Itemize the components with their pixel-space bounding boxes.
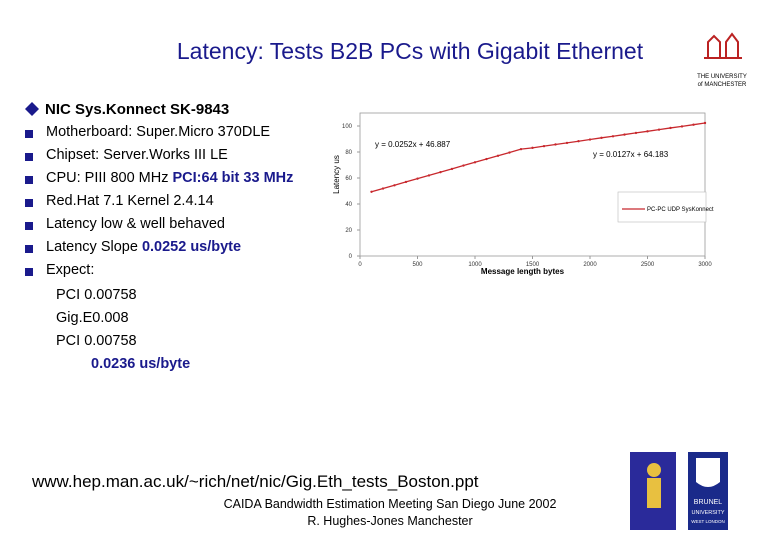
annotation: y = 0.0127x + 64.183 — [593, 150, 669, 159]
bullet-text: Motherboard: Super.Micro 370DLE — [46, 124, 271, 140]
bullet: Latency Slope 0.0252 us/byte — [46, 239, 241, 255]
data-point — [680, 125, 684, 128]
expect-line: PCI 0.00758 — [56, 333, 137, 349]
bullet-marker — [25, 245, 33, 253]
data-point — [473, 161, 477, 164]
bullet: CPU: PIII 800 MHz PCI:64 bit 33 MHz — [46, 170, 293, 186]
bullet-marker — [25, 268, 33, 276]
bullet-text: Chipset: Server.Works III LE — [46, 147, 228, 163]
crest — [704, 32, 742, 59]
logo-text: UNIVERSITY — [691, 510, 724, 516]
bullet: Latency low & well behaved — [46, 216, 225, 232]
y-tick-label: 20 — [345, 228, 352, 234]
heading: NIC Sys.Konnect SK-9843 — [45, 101, 230, 118]
data-point — [485, 157, 488, 161]
footer-line: CAIDA Bandwidth Estimation Meeting San D… — [223, 497, 557, 511]
x-tick-label: 3000 — [698, 262, 712, 268]
data-point — [370, 190, 373, 193]
logo-text: of MANCHESTER — [698, 82, 747, 88]
data-point — [657, 128, 661, 131]
bullet-marker — [25, 199, 33, 207]
bullet: Motherboard: Super.Micro 370DLE — [46, 124, 270, 140]
bullet-marker — [25, 176, 33, 184]
data-point — [703, 121, 707, 125]
x-tick-label: 500 — [412, 262, 423, 268]
data-point — [600, 136, 603, 140]
bullet-text: CPU: PIII 800 MHz — [46, 170, 173, 186]
plot-frame — [359, 112, 706, 257]
data-point — [565, 141, 569, 145]
bullet-text: Latency Slope — [46, 239, 142, 255]
data-point — [669, 126, 672, 130]
url: www.hep.man.ac.uk/~rich/net/nic/Gig.Eth_… — [32, 472, 479, 491]
y-tick-label: 80 — [345, 150, 352, 156]
data-line — [371, 122, 706, 193]
x-tick-label: 2000 — [583, 262, 597, 268]
data-point — [611, 135, 615, 138]
data-point — [462, 164, 465, 167]
brunel-logo: BRUNEL UNIVERSITY WEST LONDON — [688, 452, 728, 530]
logo-text: WEST LONDON — [691, 519, 724, 524]
logo-text: BRUNEL — [694, 499, 723, 506]
bullet-text: 0.0252 us/byte — [141, 239, 242, 255]
bullet: Expect: — [46, 262, 94, 278]
expect-line: Gig.E0.008 — [56, 310, 129, 326]
data-point — [646, 130, 649, 133]
x-axis-label: Message length bytes — [481, 267, 565, 276]
bullet-marker — [25, 130, 33, 138]
expect-line: PCI 0.00758 — [56, 287, 137, 303]
bullet-text: Latency low & well behaved — [46, 216, 225, 232]
data-point — [404, 180, 408, 184]
y-tick-label: 40 — [345, 202, 352, 208]
data-point — [439, 170, 442, 174]
data-point — [554, 143, 557, 146]
bullet: Red.Hat 7.1 Kernel 2.4.14 — [46, 193, 214, 209]
y-axis-label: Latency us — [332, 155, 341, 194]
data-point — [542, 144, 546, 148]
manchester-logo: THE UNIVERSITY of MANCHESTER — [697, 32, 747, 88]
data-point — [692, 123, 695, 126]
x-tick-label: 2500 — [641, 262, 655, 268]
slide-title: Latency: Tests B2B PCs with Gigabit Ethe… — [176, 38, 644, 64]
data-point — [393, 184, 396, 187]
y-tick-label: 0 — [349, 254, 353, 260]
annotation: y = 0.0252x + 46.887 — [375, 140, 451, 149]
bullet-marker — [25, 153, 33, 161]
y-tick-label: 60 — [345, 176, 352, 182]
bullet-text: PCI:64 bit 33 MHz — [172, 170, 294, 186]
expect-total: 0.0236 us/byte — [91, 356, 191, 372]
footer-line: R. Hughes-Jones Manchester — [307, 514, 473, 528]
bullet: Chipset: Server.Works III LE — [46, 147, 228, 163]
y-tick-label: 100 — [342, 124, 353, 130]
data-point — [381, 187, 385, 190]
bullet-text: Red.Hat 7.1 Kernel 2.4.14 — [46, 193, 214, 209]
bullet-marker — [25, 222, 33, 230]
data-point — [427, 174, 431, 177]
x-tick-label: 0 — [358, 262, 362, 268]
legend-box — [617, 191, 707, 223]
data-point — [531, 146, 534, 150]
data-point — [577, 140, 580, 143]
data-point — [623, 133, 626, 136]
figure-image — [630, 452, 676, 530]
x-tick-label: 1500 — [526, 262, 540, 268]
logo-text: THE UNIVERSITY — [697, 74, 747, 80]
data-point — [588, 138, 592, 141]
data-point — [634, 131, 638, 135]
data-point — [450, 167, 454, 171]
data-point — [519, 147, 523, 151]
data-point — [416, 177, 419, 180]
data-point — [508, 151, 511, 154]
diamond-bullet — [25, 102, 39, 116]
bullet-text: Expect: — [46, 262, 95, 278]
legend-label: PC-PC UDP SysKonnect — [647, 207, 714, 213]
data-point — [496, 154, 500, 157]
x-tick-label: 1000 — [468, 262, 482, 268]
